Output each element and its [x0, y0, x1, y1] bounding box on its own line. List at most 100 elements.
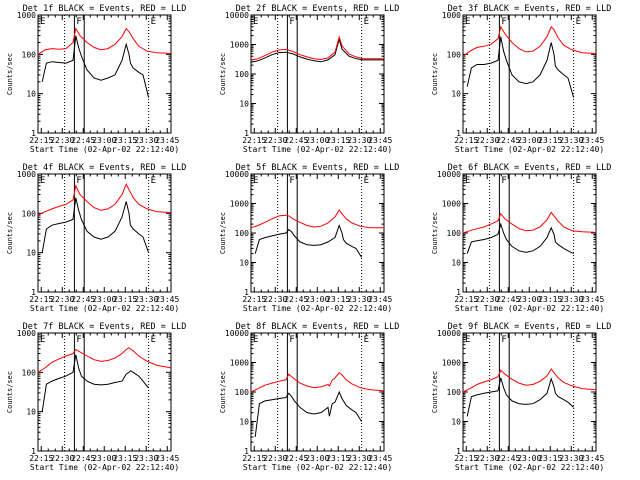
y-tick-label: 10000 [225, 170, 249, 179]
y-axis-label: Counts/sec [219, 53, 227, 95]
chart-title: Det 2f BLACK = Events, RED = LLD [236, 4, 400, 14]
chart-title: Det 9f BLACK = Events, RED = LLD [448, 322, 612, 332]
x-tick-label: 22:15 [242, 454, 266, 463]
y-tick-label: 100 [447, 50, 462, 59]
marker-label: F [501, 176, 506, 186]
x-tick-label: 22:30 [263, 454, 287, 463]
x-tick-label: 22:15 [242, 295, 266, 304]
y-tick-label: 1 [244, 288, 249, 297]
x-tick-label: 23:30 [134, 136, 158, 145]
x-tick-label: 23:15 [326, 136, 350, 145]
x-tick-label: 23:30 [134, 295, 158, 304]
x-axis-label: Start Time (02-Apr-02 22:12:40) [455, 304, 604, 313]
y-tick-label: 100 [22, 368, 37, 377]
events-series-line [41, 35, 150, 98]
x-tick-label: 23:00 [92, 136, 116, 145]
x-tick-label: 22:45 [496, 136, 520, 145]
x-tick-label: 23:00 [305, 136, 329, 145]
marker-label: E [465, 335, 470, 345]
marker-label: E [465, 17, 470, 27]
y-tick-label: 1000 [17, 170, 36, 179]
y-tick-label: 10 [451, 90, 461, 99]
x-tick-label: 22:45 [71, 136, 95, 145]
chart-title: Det 6f BLACK = Events, RED = LLD [448, 163, 612, 173]
x-tick-label: 23:30 [559, 454, 583, 463]
plot-frame [462, 173, 597, 293]
x-tick-label: 23:30 [559, 295, 583, 304]
x-tick-label: 22:15 [242, 136, 266, 145]
marker-label: F [501, 335, 506, 345]
x-tick-label: 23:30 [347, 454, 371, 463]
y-tick-label: 10000 [225, 329, 249, 338]
marker-label: E [576, 17, 581, 27]
chart-title: Det 8f BLACK = Events, RED = LLD [236, 322, 400, 332]
x-tick-label: 22:15 [29, 454, 53, 463]
x-tick-label: 22:45 [284, 454, 308, 463]
marker-label: F [289, 176, 294, 186]
x-tick-label: 23:45 [580, 136, 604, 145]
marker-label: F [289, 17, 294, 27]
y-tick-label: 1 [31, 447, 36, 456]
marker-label: E [40, 335, 45, 345]
y-tick-label: 1000 [230, 200, 249, 209]
y-tick-label: 10 [451, 259, 461, 268]
x-tick-label: 22:30 [475, 454, 499, 463]
y-axis-label: Counts/sec [431, 212, 439, 254]
x-axis-label: Start Time (02-Apr-02 22:12:40) [243, 304, 392, 313]
y-tick-label: 1000 [17, 11, 36, 20]
y-tick-label: 100 [22, 209, 37, 218]
x-tick-label: 23:30 [134, 454, 158, 463]
lld-series-line [37, 182, 172, 216]
y-axis-label: Counts/sec [6, 212, 14, 254]
y-tick-label: 100 [22, 50, 37, 59]
x-tick-label: 23:00 [517, 136, 541, 145]
events-series-line [466, 377, 574, 417]
events-series-line [466, 222, 574, 255]
x-tick-label: 23:00 [305, 295, 329, 304]
y-tick-label: 10 [239, 259, 249, 268]
x-tick-label: 23:15 [326, 295, 350, 304]
marker-label: E [364, 335, 369, 345]
x-tick-label: 23:00 [517, 295, 541, 304]
chart-panel-1: Det 1f BLACK = Events, RED = LLD 1 10 100 10… [6, 4, 186, 154]
y-tick-label: 1000 [230, 359, 249, 368]
y-tick-label: 10 [451, 418, 461, 427]
events-series-line [41, 354, 149, 412]
x-tick-label: 23:45 [368, 454, 392, 463]
x-tick-label: 23:45 [368, 136, 392, 145]
y-tick-label: 1 [31, 129, 36, 138]
plot-frame [462, 14, 597, 134]
x-axis-label: Start Time (02-Apr-02 22:12:40) [30, 145, 179, 154]
y-tick-label: 10 [239, 418, 249, 427]
y-tick-label: 10 [26, 249, 36, 258]
lld-series-line [250, 35, 384, 61]
x-tick-label: 23:15 [113, 136, 137, 145]
y-tick-label: 10 [239, 100, 249, 109]
marker-label: E [253, 176, 258, 186]
x-tick-label: 22:45 [71, 295, 95, 304]
x-tick-label: 23:00 [92, 454, 116, 463]
y-tick-label: 1 [456, 129, 461, 138]
chart-panel-2: Det 2f BLACK = Events, RED = LLD 1 10 100 10… [219, 4, 399, 154]
lld-series-line [37, 347, 172, 373]
x-tick-label: 22:15 [29, 295, 53, 304]
marker-label: E [40, 17, 45, 27]
x-tick-label: 22:30 [263, 136, 287, 145]
x-tick-label: 22:45 [496, 454, 520, 463]
x-tick-label: 22:15 [454, 295, 478, 304]
x-axis-label: Start Time (02-Apr-02 22:12:40) [30, 463, 179, 472]
y-tick-label: 10 [26, 90, 36, 99]
y-axis-label: Counts/sec [6, 371, 14, 413]
y-axis-label: Counts/sec [6, 53, 14, 95]
x-tick-label: 23:15 [538, 295, 562, 304]
x-tick-label: 23:00 [517, 454, 541, 463]
x-tick-label: 22:30 [50, 295, 74, 304]
events-series-line [250, 37, 384, 63]
plot-frame [250, 173, 385, 293]
y-tick-label: 1000 [442, 11, 461, 20]
x-tick-label: 22:30 [50, 454, 74, 463]
x-tick-label: 22:30 [263, 295, 287, 304]
x-tick-label: 23:30 [347, 136, 371, 145]
chart-panel-3: Det 3f BLACK = Events, RED = LLD 1 10 100 10… [431, 4, 611, 154]
